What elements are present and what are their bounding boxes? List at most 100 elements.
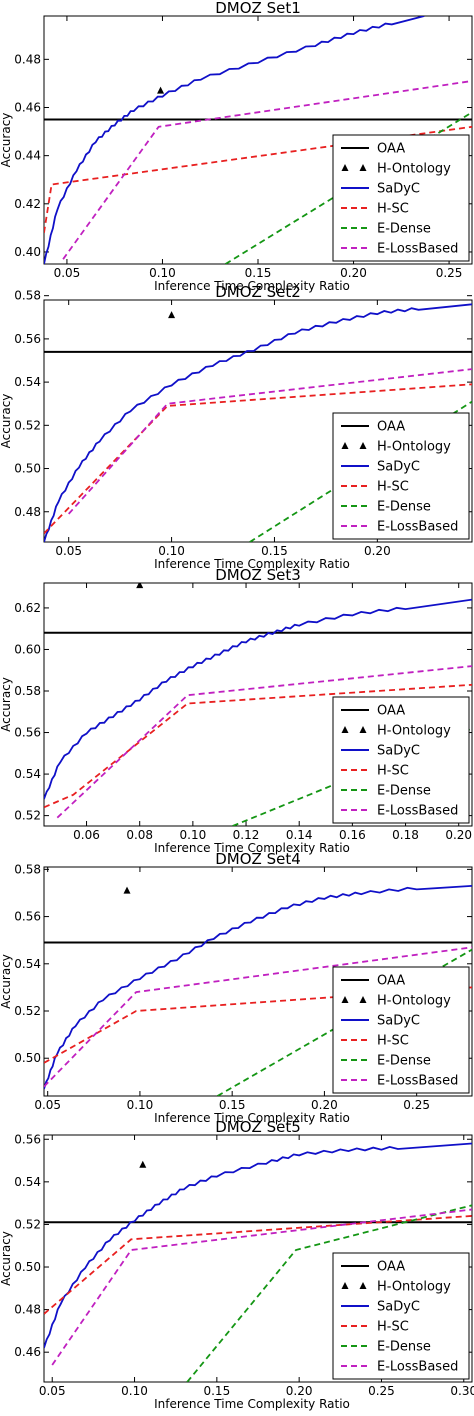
series-line-h-sc	[44, 1215, 472, 1315]
legend-label-e-dense: E-Dense	[377, 500, 431, 515]
x-tick-label: 0.08	[126, 828, 153, 842]
legend-label-sadyc: SaDyC	[377, 1014, 420, 1029]
chart-4: DMOZ Set4 0.05 0.10 0.15 0.20 0.25 0.50 0.52 0.5…	[0, 850, 473, 1125]
series-point-h-ontology	[168, 311, 176, 319]
series-point-h-ontology	[157, 86, 165, 94]
legend-label-h-ontology: H-Ontology	[377, 724, 451, 739]
y-tick-label: 0.48	[14, 505, 41, 519]
legend-label-e-lossbased: E-LossBased	[377, 804, 458, 819]
legend-label-e-dense: E-Dense	[377, 1054, 431, 1069]
legend-label-h-sc: H-SC	[377, 202, 409, 217]
x-tick-label: 0.20	[340, 266, 367, 280]
legend-label-h-sc: H-SC	[377, 1320, 409, 1335]
x-tick-label: 0.10	[127, 1098, 154, 1112]
chart-5: DMOZ Set5 0.05 0.10 0.15 0.20 0.25 0.30 0.46 0.4…	[0, 1118, 474, 1411]
x-tick-label: 0.25	[436, 266, 463, 280]
legend-label-oaa: OAA	[377, 142, 405, 157]
x-axis-label: Inference Time Complexity Ratio	[154, 279, 350, 293]
legend-box	[332, 134, 470, 262]
y-tick-label: 0.56	[14, 726, 41, 740]
y-tick-label: 0.56	[14, 910, 41, 924]
y-tick-label: 0.40	[14, 245, 41, 259]
chart-title: DMOZ Set1	[215, 0, 301, 17]
chart-1: DMOZ Set1 0.05 0.10 0.15 0.20 0.25 0.40 0.42 0.4…	[0, 0, 473, 293]
legend-marker-h-ontology	[359, 164, 367, 171]
y-tick-label: 0.56	[14, 332, 41, 346]
x-tick-label: 0.15	[261, 544, 288, 558]
chart-title: DMOZ Set5	[215, 1118, 301, 1136]
legend: OAA H-Ontology SaDyC H-SC E-Dense E-LossBased	[332, 1252, 470, 1380]
legend-label-h-ontology: H-Ontology	[377, 1280, 451, 1295]
y-tick-label: 0.54	[14, 957, 41, 971]
x-tick-label: 0.12	[233, 828, 260, 842]
series-line-e-lossbased	[62, 80, 472, 260]
legend: OAA H-Ontology SaDyC H-SC E-Dense E-LossBased	[332, 696, 470, 824]
legend-label-sadyc: SaDyC	[377, 744, 420, 759]
y-tick-label: 0.50	[14, 1051, 41, 1065]
legend-box	[332, 412, 470, 540]
y-tick-label: 0.62	[14, 601, 41, 615]
x-tick-label: 0.15	[203, 1384, 230, 1398]
x-tick-label: 0.05	[39, 1384, 66, 1398]
y-tick-label: 0.58	[14, 289, 41, 303]
y-tick-label: 0.54	[14, 375, 41, 389]
x-tick-label: 0.20	[445, 828, 472, 842]
legend-label-e-dense: E-Dense	[377, 784, 431, 799]
x-tick-label: 0.10	[158, 544, 185, 558]
y-tick-label: 0.58	[14, 862, 41, 876]
legend-label-e-lossbased: E-LossBased	[377, 1360, 458, 1375]
legend-label-h-sc: H-SC	[377, 1034, 409, 1049]
legend-label-h-sc: H-SC	[377, 764, 409, 779]
legend-label-e-lossbased: E-LossBased	[377, 1074, 458, 1089]
legend-box	[332, 1252, 470, 1380]
y-tick-label: 0.48	[14, 52, 41, 66]
series-line-sadyc	[44, 1142, 472, 1349]
legend-label-h-ontology: H-Ontology	[377, 162, 451, 177]
x-tick-label: 0.20	[286, 1384, 313, 1398]
y-tick-label: 0.50	[14, 1260, 41, 1274]
x-tick-label: 0.15	[219, 1098, 246, 1112]
legend-label-e-dense: E-Dense	[377, 1340, 431, 1355]
legend-label-oaa: OAA	[377, 1260, 405, 1275]
legend-marker-h-ontology	[341, 726, 349, 733]
x-tick-label: 0.20	[311, 1098, 338, 1112]
series-line-e-dense	[186, 1204, 472, 1382]
legend-label-oaa: OAA	[377, 420, 405, 435]
x-tick-label: 0.18	[392, 828, 419, 842]
y-tick-label: 0.60	[14, 642, 41, 656]
x-tick-label: 0.10	[121, 1384, 148, 1398]
series-line-sadyc	[44, 885, 472, 1090]
series-line-sadyc	[44, 598, 472, 800]
chart-2: DMOZ Set2 0.05 0.10 0.15 0.20 0.48 0.50 0.52 0.5…	[0, 283, 473, 571]
chart-title: DMOZ Set3	[215, 566, 301, 584]
legend-marker-h-ontology	[359, 726, 367, 733]
series-line-e-lossbased	[68, 368, 472, 515]
x-axis-label: Inference Time Complexity Ratio	[154, 841, 350, 855]
series-line-e-lossbased	[44, 946, 472, 1088]
y-tick-label: 0.54	[14, 767, 41, 781]
series-point-h-ontology	[136, 583, 144, 589]
legend-marker-h-ontology	[341, 996, 349, 1003]
y-tick-label: 0.44	[14, 149, 41, 163]
legend-label-sadyc: SaDyC	[377, 182, 420, 197]
y-axis-label: Accuracy	[0, 113, 13, 168]
x-tick-label: 0.16	[339, 828, 366, 842]
data-layer	[44, 1142, 472, 1382]
legend-label-sadyc: SaDyC	[377, 1300, 420, 1315]
x-tick-label: 0.10	[180, 828, 207, 842]
x-tick-label: 0.06	[73, 828, 100, 842]
y-tick-label: 0.46	[14, 1345, 41, 1359]
y-tick-label: 0.50	[14, 462, 41, 476]
y-axis-label: Accuracy	[0, 1231, 13, 1286]
chart-3: DMOZ Set3 0.06 0.08 0.10 0.12 0.14 0.16 0.18 0.2…	[0, 566, 473, 855]
series-line-h-sc	[44, 383, 472, 535]
legend-label-oaa: OAA	[377, 704, 405, 719]
legend: OAA H-Ontology SaDyC H-SC E-Dense E-LossBased	[332, 412, 470, 540]
y-tick-label: 0.52	[14, 1217, 41, 1231]
series-line-sadyc	[44, 303, 472, 542]
series-line-sadyc	[44, 16, 425, 264]
series-point-h-ontology	[123, 886, 131, 894]
x-tick-label: 0.10	[149, 266, 176, 280]
y-tick-label: 0.42	[14, 197, 41, 211]
